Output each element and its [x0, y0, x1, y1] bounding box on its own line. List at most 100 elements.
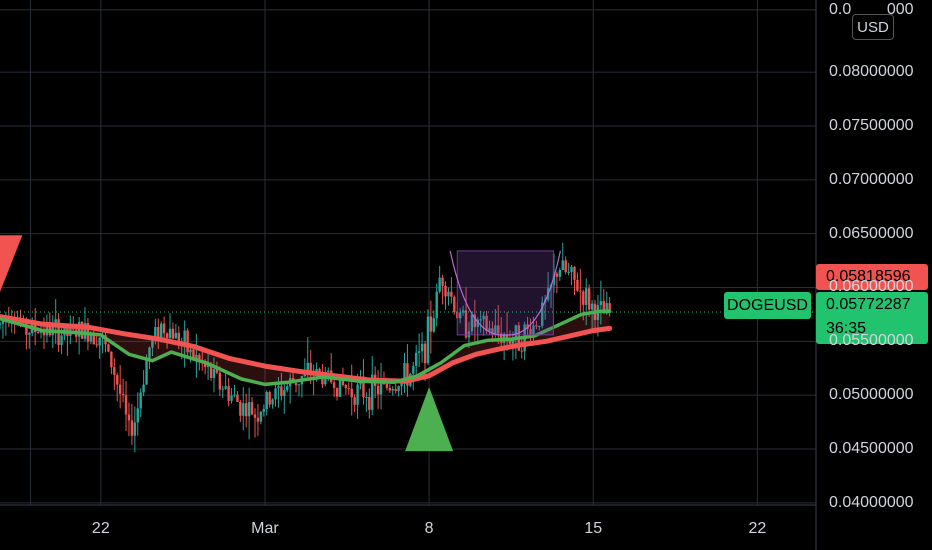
- sell-price-value: 0.05818596: [826, 268, 911, 285]
- x-tick-label: Mar: [251, 520, 279, 537]
- candle-body: [505, 334, 509, 340]
- candle-body: [538, 326, 541, 328]
- candle-body: [406, 363, 409, 386]
- candle-body: [494, 325, 497, 335]
- candle-body: [165, 333, 169, 338]
- candle-body: [561, 260, 564, 271]
- candle-body: [256, 417, 260, 422]
- candle-body: [438, 277, 441, 292]
- candle-body: [0, 323, 2, 326]
- candle-body: [508, 339, 512, 344]
- y-tick-label: 0.07000000: [829, 170, 914, 188]
- candle-body: [417, 351, 421, 353]
- candle-body: [362, 376, 365, 398]
- candle-body: [368, 397, 371, 410]
- y-tick-label-top: 0.0 000: [829, 0, 914, 18]
- candle-body: [391, 389, 394, 391]
- y-tick-label: 0.07500000: [829, 116, 914, 134]
- candle-body: [130, 420, 134, 436]
- candle-body: [599, 301, 603, 306]
- candle-body: [60, 335, 63, 346]
- pattern-curve: [449, 250, 562, 336]
- candle-body: [365, 397, 368, 399]
- candle-body: [327, 370, 330, 372]
- candle-body: [107, 344, 110, 352]
- candle-body: [385, 384, 389, 388]
- candle-body: [227, 386, 230, 401]
- candle-body: [338, 375, 342, 397]
- candle-body: [356, 384, 359, 405]
- candle-body: [224, 386, 227, 389]
- y-tick-label: 0.05500000: [829, 332, 914, 350]
- candle-body: [242, 403, 245, 416]
- candle-body: [570, 266, 573, 272]
- candle-body: [473, 314, 477, 327]
- candle-body: [429, 316, 433, 332]
- candle-body: [142, 384, 145, 393]
- candle-body: [294, 382, 298, 386]
- candle-body: [447, 291, 450, 297]
- candle-body: [245, 403, 248, 417]
- candle-body: [247, 402, 251, 417]
- candle-body: [95, 344, 98, 346]
- candle-body: [265, 392, 268, 409]
- candle-body: [98, 337, 101, 346]
- candle-body: [110, 351, 113, 368]
- candle-body: [280, 386, 283, 397]
- y-tick-label: 0.06500000: [829, 224, 914, 242]
- candle-body: [124, 395, 128, 415]
- candle-body: [306, 362, 309, 372]
- candle-body: [198, 355, 201, 361]
- candle-body: [514, 325, 518, 340]
- candle-body: [136, 408, 139, 423]
- candle-body: [133, 422, 137, 436]
- candle-body: [488, 328, 491, 332]
- y-tick-label: 0.08000000: [829, 63, 914, 81]
- candle-body: [376, 385, 380, 395]
- candle-body: [520, 350, 523, 352]
- candle-body: [347, 388, 350, 390]
- candle-body: [435, 291, 438, 319]
- candle-body: [420, 343, 424, 352]
- candle-body: [450, 291, 453, 297]
- candle-body: [80, 321, 84, 339]
- candle-body: [532, 325, 535, 337]
- y-tick-label: 0.04500000: [829, 440, 914, 457]
- candle-body: [529, 328, 532, 337]
- candle-body: [491, 328, 494, 335]
- x-tick-label: 22: [91, 520, 110, 537]
- candle-body: [157, 326, 160, 339]
- candle-body: [250, 402, 254, 415]
- candle-body: [183, 330, 186, 343]
- candle-body: [444, 285, 447, 297]
- candle-body: [412, 365, 415, 374]
- candle-body: [151, 338, 154, 348]
- candle-body: [576, 279, 579, 291]
- candle-body: [541, 302, 544, 327]
- candle-body: [162, 323, 166, 334]
- candle-body: [441, 277, 444, 286]
- candle-body: [283, 390, 286, 397]
- candle-body: [558, 270, 562, 277]
- candle-body: [259, 411, 263, 422]
- candle-body: [476, 319, 479, 327]
- currency-button[interactable]: USD: [852, 14, 894, 40]
- candle-body: [573, 266, 576, 280]
- candle-body: [271, 399, 274, 405]
- candle-body: [535, 325, 538, 327]
- candle-body: [467, 331, 471, 338]
- candle-body: [590, 303, 594, 310]
- candle-body: [458, 312, 462, 319]
- y-tick-label: 0.05000000: [829, 386, 914, 404]
- candle-body: [394, 389, 397, 391]
- candle-body: [585, 288, 588, 305]
- candle-body: [1, 319, 5, 324]
- candle-body: [602, 301, 605, 314]
- candle-body: [552, 273, 556, 285]
- candle-body: [497, 325, 500, 334]
- candle-body: [186, 330, 189, 353]
- candle-body: [479, 319, 482, 321]
- bar-countdown: 36:35: [826, 320, 867, 337]
- candle-body: [145, 358, 148, 385]
